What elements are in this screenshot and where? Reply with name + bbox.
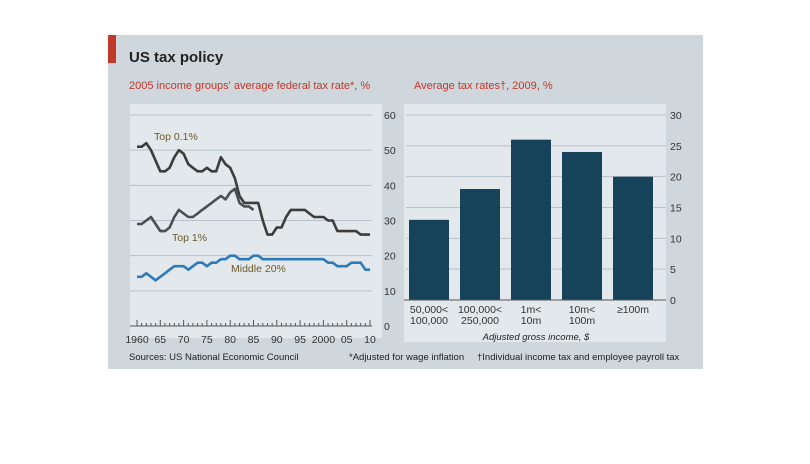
line-chart-x-ticks: 1960 65 70 75 80 85 90 95 2000 05 10	[125, 320, 376, 346]
line-x-tick-label-0: 1960	[125, 334, 149, 346]
bar-1	[460, 189, 500, 300]
line-y-tick-label-0: 0	[384, 321, 390, 333]
line-y-tick-label-4: 40	[384, 180, 396, 192]
line-x-tick-label-10: 10	[364, 334, 376, 346]
bar-0	[409, 219, 449, 300]
line-x-tick-label-7: 95	[294, 334, 306, 346]
line-series-label-2: Middle 20%	[231, 263, 286, 275]
line-x-tick-label-3: 75	[201, 334, 213, 346]
line-x-tick-label-1: 65	[154, 334, 166, 346]
bar-2	[511, 139, 551, 300]
source-note: Sources: US National Economic Council	[129, 352, 299, 363]
line-y-tick-label-1: 10	[384, 286, 396, 298]
line-x-tick-label-8: 2000	[312, 334, 336, 346]
line-y-tick-label-5: 50	[384, 145, 396, 157]
line-y-tick-label-3: 30	[384, 216, 396, 228]
line-x-tick-label-4: 80	[224, 334, 236, 346]
bar-category-label-0-1: 100,000	[410, 315, 448, 327]
footnote-wage-inflation: *Adjusted for wage inflation	[349, 352, 464, 363]
bar-category-label-1-1: 250,000	[461, 315, 499, 327]
line-chart-y-tick-labels: 0 10 20 30 40 50 60	[384, 110, 396, 333]
bar-4	[613, 176, 653, 300]
bar-category-label-1-0: 100,000<	[458, 304, 502, 316]
bar-category-label-4-0: ≥100m	[617, 304, 649, 316]
line-x-tick-label-6: 90	[271, 334, 283, 346]
bar-chart-bars	[404, 139, 666, 301]
bar-category-label-0-0: 50,000<	[410, 304, 448, 316]
bar-category-label-3-1: 100m	[569, 315, 596, 327]
bar-category-label-2-1: 10m	[521, 315, 542, 327]
bar-y-tick-label-5: 25	[670, 141, 682, 153]
bar-chart-y-tick-labels: 0 5 10 15 20 25 30	[670, 110, 682, 307]
bar-y-tick-label-0: 0	[670, 295, 676, 307]
line-x-tick-label-2: 70	[178, 334, 190, 346]
line-x-tick-label-5: 85	[248, 334, 260, 346]
bar-category-label-3-0: 10m<	[569, 304, 596, 316]
line-series-label-0: Top 0.1%	[154, 131, 198, 143]
bar-y-tick-label-3: 15	[670, 203, 682, 215]
line-series-label-1: Top 1%	[172, 232, 207, 244]
bar-3	[562, 152, 602, 300]
bar-chart-category-labels: 50,000<100,000 100,000<250,000 1m<10m 10m<1…	[410, 304, 649, 327]
line-series-2	[137, 254, 370, 282]
bar-y-tick-label-6: 30	[670, 110, 682, 122]
bar-category-label-2-0: 1m<	[521, 304, 542, 316]
line-series-1	[137, 187, 255, 233]
bar-y-tick-label-2: 10	[670, 233, 682, 245]
bar-chart-x-axis-label: Adjusted gross income, $	[482, 332, 590, 343]
figure-title: US tax policy	[129, 49, 224, 66]
line-chart-series: Top 0.1% Top 1% Middle 20%	[137, 131, 370, 282]
bar-y-tick-label-4: 20	[670, 172, 682, 184]
line-y-tick-label-2: 20	[384, 251, 396, 263]
title-accent-bar	[108, 35, 116, 63]
line-chart-title: 2005 income groups' average federal tax …	[129, 80, 370, 92]
bar-chart-title: Average tax rates†, 2009, %	[414, 80, 553, 92]
line-y-tick-label-6: 60	[384, 110, 396, 122]
footnote-tax-definition: †Individual income tax and employee payr…	[477, 352, 680, 363]
line-series-0	[137, 141, 370, 236]
line-x-tick-label-9: 05	[341, 334, 353, 346]
bar-y-tick-label-1: 5	[670, 264, 676, 276]
